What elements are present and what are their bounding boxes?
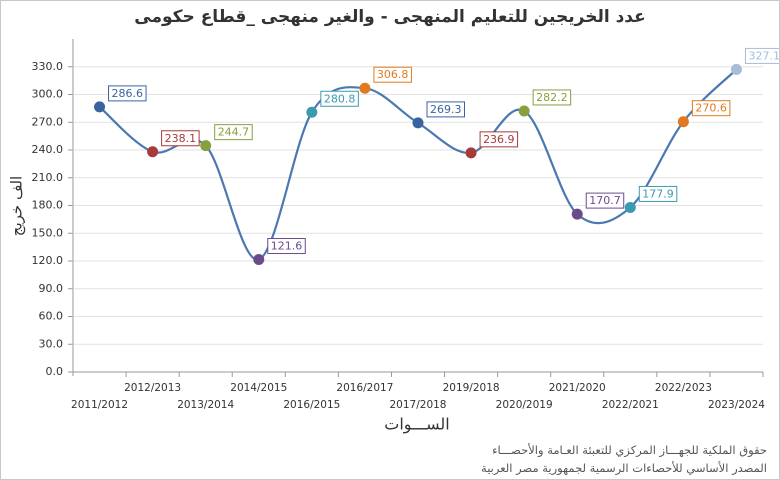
y-tick-label: 0.0	[46, 365, 64, 378]
y-tick-label: 270.0	[32, 115, 64, 128]
data-label: 286.6	[112, 87, 143, 100]
x-tick-label: 2012/2013	[124, 382, 181, 394]
data-label-box	[691, 100, 731, 117]
x-tick-label: 2011/2012	[71, 399, 128, 411]
x-axis-title: الســـوات	[384, 415, 449, 435]
data-label-box	[161, 130, 200, 147]
footer-copyright: حقوق الملكية للجهـــاز المركزي للتعبئة ا…	[492, 443, 767, 457]
data-label-box	[479, 131, 519, 148]
y-tick-label: 330.0	[32, 60, 64, 73]
y-tick-label: 210.0	[32, 171, 64, 184]
data-label: 121.6	[271, 240, 303, 253]
y-tick-label: 120.0	[32, 254, 64, 267]
data-label-box	[532, 89, 572, 106]
data-point	[518, 105, 530, 117]
series-line	[98, 68, 738, 261]
data-point	[571, 208, 583, 220]
data-label: 270.6	[695, 102, 727, 115]
data-label-box	[638, 185, 678, 202]
data-label: 244.7	[218, 126, 250, 139]
data-point	[200, 140, 212, 152]
y-axis-title: الف خريج	[8, 176, 26, 236]
data-point	[465, 147, 477, 159]
data-label: 280.8	[324, 92, 356, 105]
data-point	[730, 63, 742, 75]
y-tick-label: 180.0	[32, 199, 64, 212]
data-point	[412, 117, 424, 129]
data-label: 170.7	[589, 194, 621, 207]
data-point	[624, 201, 636, 213]
data-label: 327.1	[748, 49, 779, 62]
x-tick-label: 2023/2024	[708, 399, 765, 411]
x-tick-label: 2022/2023	[655, 382, 712, 394]
data-label-box	[426, 101, 465, 118]
footer-source: المصدر الأساسي للأحصاءات الرسمية لجمهوري…	[481, 461, 767, 475]
data-label: 238.1	[165, 132, 197, 145]
data-label-box	[585, 192, 625, 209]
x-tick-label: 2014/2015	[230, 382, 287, 394]
y-tick-label: 240.0	[32, 143, 64, 156]
y-tick-label: 30.0	[39, 337, 64, 350]
data-label: 236.9	[483, 133, 514, 146]
x-tick-label: 2020/2019	[496, 399, 553, 411]
x-tick-label: 2022/2021	[602, 399, 659, 411]
data-point	[306, 106, 318, 118]
data-label: 306.8	[377, 68, 409, 81]
x-tick-label: 2016/2017	[336, 382, 393, 394]
data-label-box	[320, 90, 359, 107]
x-tick-label: 2021/2020	[549, 382, 606, 394]
data-label-box	[744, 47, 779, 64]
data-point	[253, 254, 265, 266]
data-point	[147, 146, 159, 158]
x-tick-label: 2017/2018	[390, 399, 447, 411]
chart-title: عدد الخريجين للتعليم المنهجى - والغير من…	[134, 7, 646, 27]
data-label: 269.3	[430, 103, 462, 116]
data-label-box	[373, 66, 412, 83]
data-point	[677, 116, 689, 128]
y-tick-label: 90.0	[39, 282, 64, 295]
data-label: 177.9	[642, 187, 674, 200]
x-tick-label: 2013/2014	[177, 399, 234, 411]
data-label: 282.2	[536, 91, 568, 104]
data-label-box	[214, 124, 253, 141]
data-point	[94, 101, 106, 113]
x-tick-label: 2019/2018	[443, 382, 500, 394]
data-point	[359, 82, 371, 94]
y-tick-label: 300.0	[32, 88, 64, 101]
x-tick-label: 2016/2015	[283, 399, 340, 411]
data-label-box	[108, 85, 147, 102]
data-label-box	[267, 238, 306, 255]
y-tick-label: 60.0	[39, 310, 64, 323]
y-tick-label: 150.0	[32, 226, 64, 239]
